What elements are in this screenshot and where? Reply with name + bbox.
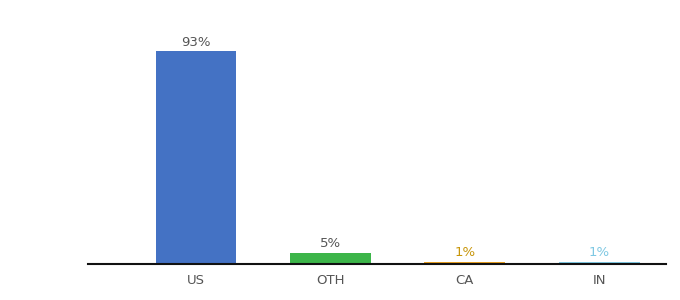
Text: 93%: 93% <box>181 36 211 49</box>
Text: 1%: 1% <box>589 246 610 260</box>
Bar <box>156 51 236 264</box>
Text: 5%: 5% <box>320 237 341 250</box>
Text: 1%: 1% <box>454 246 475 260</box>
Bar <box>424 262 505 264</box>
Bar <box>559 262 639 264</box>
Bar <box>290 253 371 264</box>
